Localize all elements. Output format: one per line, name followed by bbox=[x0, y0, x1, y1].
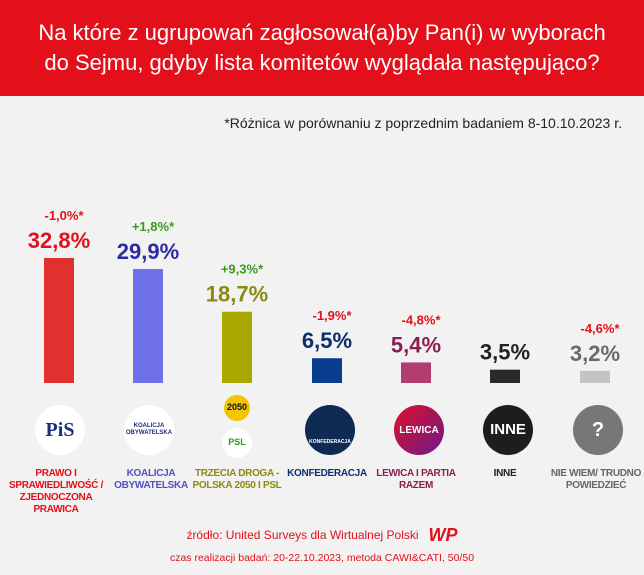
category-label: NIE WIEM/ TRUDNO POWIEDZIEĆ bbox=[550, 468, 642, 491]
bar-chart: 32,8% -1,0%* 29,9% +1,8%* 18,7% +9,3%* 6,5% -1,… bbox=[28, 208, 620, 383]
value-label: 5,4% bbox=[391, 332, 441, 357]
source: źródło: United Surveys dla Wirtualnej Po… bbox=[0, 524, 644, 546]
bar bbox=[490, 369, 520, 383]
logo-lewica: LEWICA bbox=[394, 405, 444, 455]
logo-2050: 2050 bbox=[224, 395, 250, 421]
category-label: LEWICA I PARTIA RAZEM bbox=[376, 468, 456, 491]
change-label: -4,8%* bbox=[401, 312, 441, 327]
category-label: INNE bbox=[493, 468, 517, 479]
change-label: -1,0%* bbox=[44, 208, 84, 223]
change-label: -4,6%* bbox=[580, 321, 620, 336]
logo-unknown: ? bbox=[573, 405, 623, 455]
value-label: 6,5% bbox=[302, 328, 352, 353]
bar bbox=[44, 258, 74, 383]
value-label: 29,9% bbox=[117, 239, 179, 264]
comparison-note: *Różnica w porównaniu z poprzednim badan… bbox=[224, 115, 622, 131]
bar bbox=[312, 358, 342, 383]
category-label: PRAWO I SPRAWIEDLIWOŚĆ / ZJEDNOCZONA PRA… bbox=[8, 468, 104, 515]
logo-ko: KOALICJA OBYWATELSKA bbox=[124, 405, 174, 455]
value-label: 3,2% bbox=[570, 341, 620, 366]
bar bbox=[580, 370, 610, 383]
logo-konfederacja: KONFEDERACJA bbox=[305, 405, 355, 455]
wp-logo: WP bbox=[428, 525, 458, 545]
bar bbox=[401, 362, 431, 383]
category-label: KONFEDERACJA bbox=[287, 468, 367, 479]
category-label: KOALICJA OBYWATELSKA bbox=[114, 468, 188, 491]
title-line-2: do Sejmu, gdyby lista komitetów wyglądał… bbox=[44, 50, 600, 75]
bar bbox=[222, 311, 252, 383]
title-line-1: Na które z ugrupowań zagłosował(a)by Pan… bbox=[38, 20, 606, 45]
bar bbox=[133, 269, 163, 383]
change-label: +1,8%* bbox=[132, 219, 175, 234]
value-label: 3,5% bbox=[480, 340, 530, 365]
category-label: TRZECIA DROGA - POLSKA 2050 I PSL bbox=[192, 468, 282, 491]
method: czas realizacji badań: 20-22.10.2023, me… bbox=[169, 552, 475, 564]
source-text: źródło: United Surveys dla Wirtualnej Po… bbox=[186, 528, 419, 542]
value-label: 18,7% bbox=[206, 282, 268, 307]
logo-psl: PSL bbox=[222, 428, 252, 458]
chart-title: Na które z ugrupowań zagłosował(a)by Pan… bbox=[0, 0, 644, 96]
logo-pis: PiS bbox=[35, 405, 85, 455]
value-label: 32,8% bbox=[28, 228, 90, 253]
change-label: -1,9%* bbox=[312, 308, 352, 323]
change-label: +9,3%* bbox=[221, 262, 264, 277]
logo-inne: INNE bbox=[483, 405, 533, 455]
